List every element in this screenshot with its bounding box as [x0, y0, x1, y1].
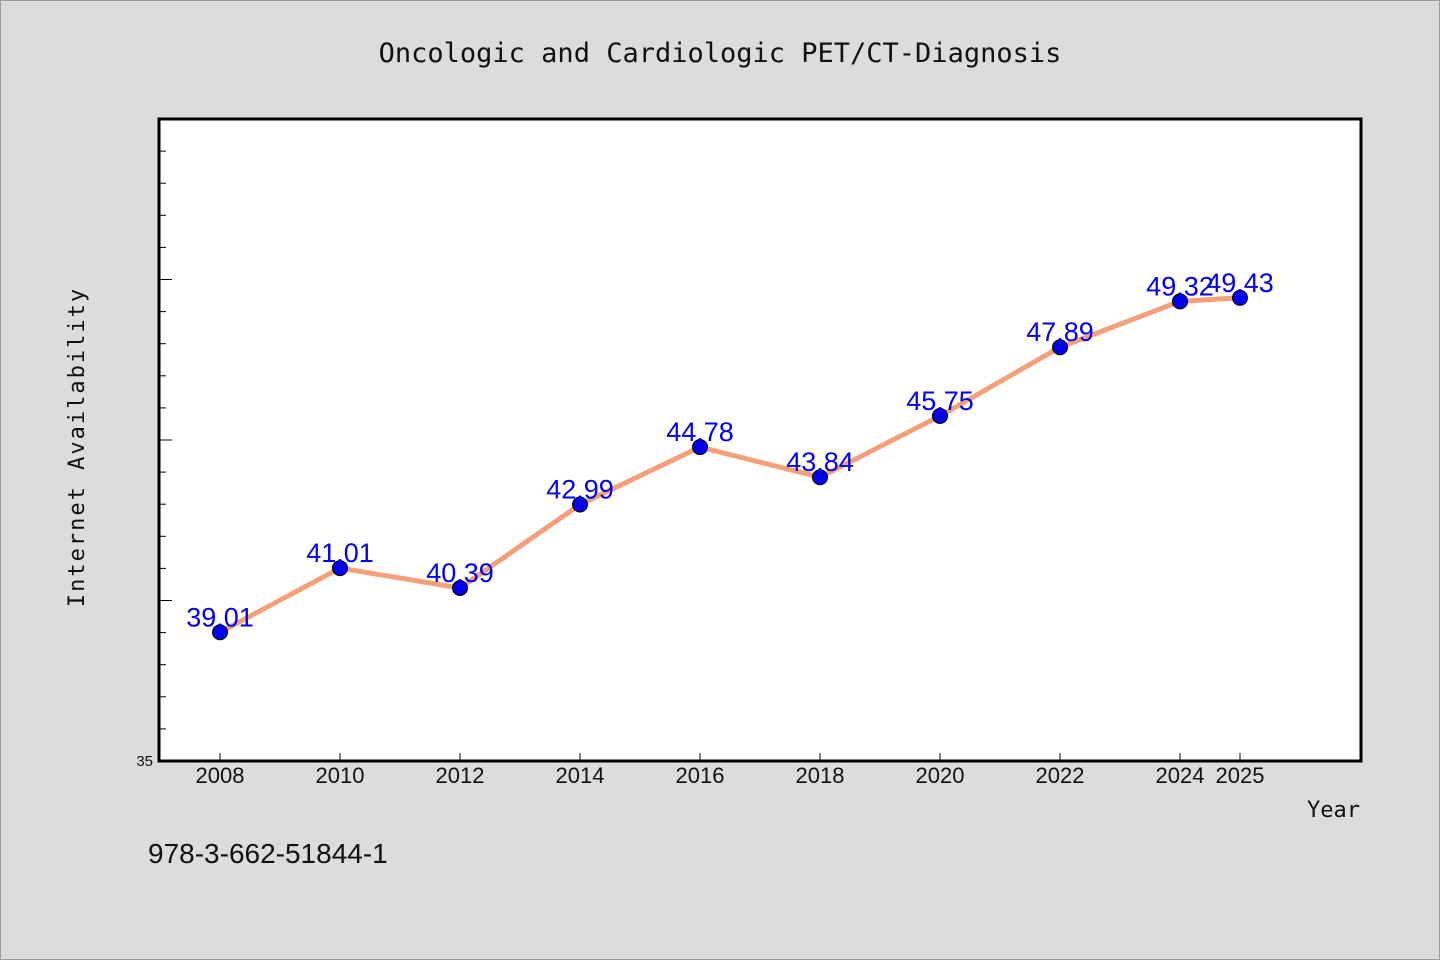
data-label: 49.43	[1206, 268, 1274, 298]
x-tick-label: 2008	[196, 763, 245, 788]
data-point	[1232, 289, 1248, 306]
data-point	[452, 579, 468, 596]
data-label: 42.99	[546, 475, 614, 505]
data-label: 43.84	[786, 447, 854, 477]
x-tick-label: 2018	[796, 763, 845, 788]
data-point	[1052, 339, 1068, 356]
data-label: 47.89	[1026, 317, 1094, 347]
data-point	[212, 624, 228, 641]
chart-title: Oncologic and Cardiologic PET/CT-Diagnos…	[379, 38, 1062, 69]
data-point	[332, 560, 348, 577]
x-tick-label: 2014	[556, 763, 605, 788]
data-label: 41.01	[306, 538, 374, 568]
x-tick-label: 2012	[436, 763, 485, 788]
x-tick-label: 2022	[1036, 763, 1085, 788]
data-point	[932, 407, 948, 424]
data-label: 49.32	[1146, 271, 1214, 301]
y-tick-label: 35	[136, 753, 153, 770]
x-tick-label: 2010	[316, 763, 365, 788]
footer-isbn: 978-3-662-51844-1	[148, 838, 388, 869]
data-point	[692, 439, 708, 456]
x-tick-label: 2024	[1156, 763, 1205, 788]
series-line	[218, 295, 1241, 635]
data-label: 45.75	[906, 386, 974, 416]
plot-area	[157, 117, 1363, 763]
data-point	[1172, 293, 1188, 310]
data-label: 40.39	[426, 558, 494, 588]
x-axis-label: Year	[1307, 798, 1360, 823]
series-group: 39.01 41.01 40.39 42.99 44.78 43.84 45.75 47.89…	[186, 268, 1274, 641]
y-axis	[159, 118, 172, 762]
data-point	[812, 469, 828, 486]
x-tick-label: 2025	[1216, 763, 1265, 788]
x-tick-label: 2016	[676, 763, 725, 788]
data-label: 39.01	[186, 602, 254, 632]
data-point	[572, 496, 588, 513]
x-tick-label: 2020	[916, 763, 965, 788]
y-axis-label: Internet Availability	[65, 287, 90, 607]
x-axis: 2008 2010 2012 2014 2016 2018 2020 2022 2024 2025	[196, 753, 1265, 788]
data-label: 44.78	[666, 417, 734, 447]
